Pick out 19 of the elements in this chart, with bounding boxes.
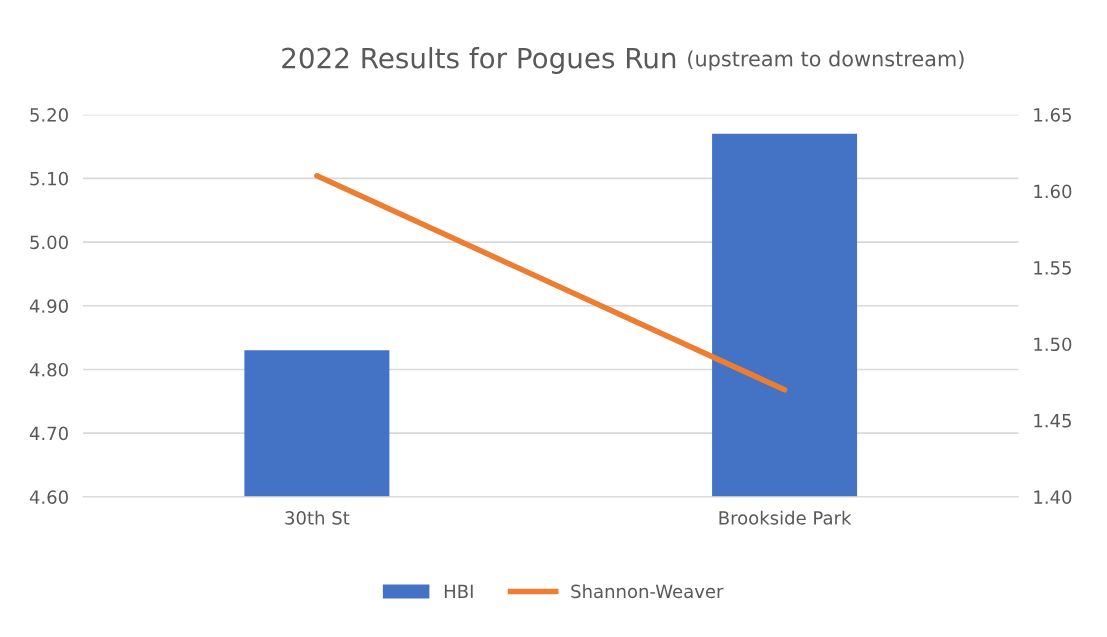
legend-label: HBI xyxy=(444,584,473,598)
y2-tick-label: 1.65 xyxy=(1034,108,1071,122)
y2-tick-label: 1.50 xyxy=(1034,337,1072,352)
y-tick-label: 5.10 xyxy=(30,171,68,186)
y2-tick-label: 1.45 xyxy=(1034,414,1071,428)
x-tick-label: Brookside Park xyxy=(719,510,852,525)
x-tick-label: 30th St xyxy=(285,510,350,525)
y-tick-label: 4.60 xyxy=(29,490,68,504)
y2-tick-label: 1.55 xyxy=(1034,261,1071,275)
legend-label: Shannon-Weaver xyxy=(571,584,724,599)
y-tick-label: 4.70 xyxy=(29,426,68,441)
y2-tick-label: 1.60 xyxy=(1034,184,1072,199)
chart-subtitle: (upstream to downstream) xyxy=(688,50,964,71)
y-tick-label: 5.00 xyxy=(30,235,68,250)
y-tick-label: 4.80 xyxy=(29,362,68,377)
y2-tick-label: 1.40 xyxy=(1034,490,1072,504)
chart-title: 2022 Results for Pogues Run xyxy=(282,47,676,74)
y-tick-label: 4.90 xyxy=(29,299,68,313)
y-tick-label: 5.20 xyxy=(30,108,68,122)
